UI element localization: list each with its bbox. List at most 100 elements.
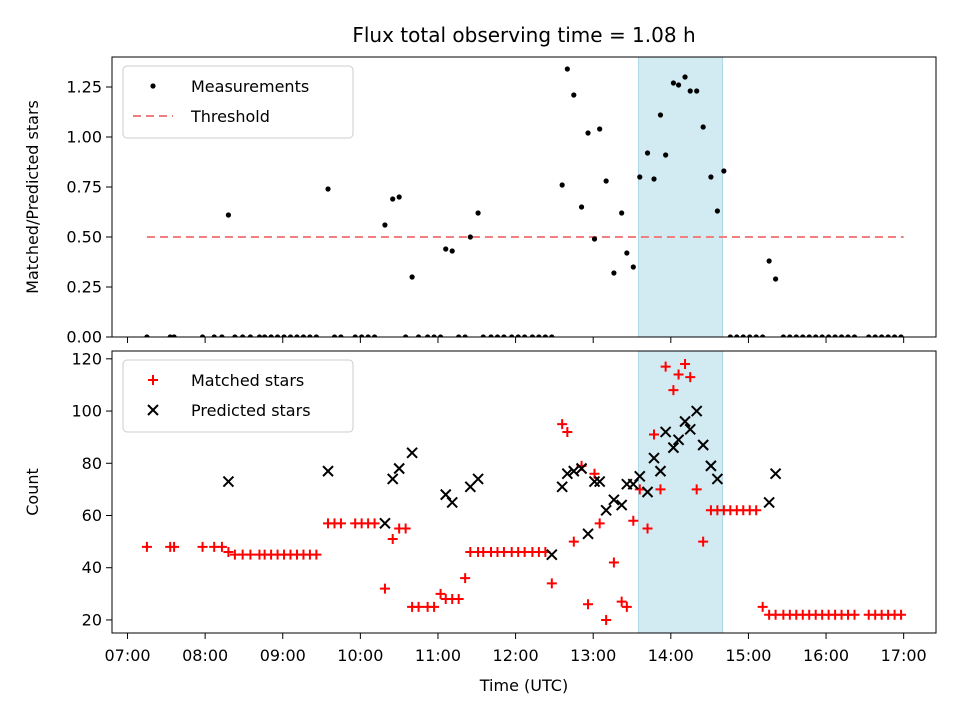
data-point: [763, 496, 775, 509]
data-point: [655, 484, 666, 495]
data-point: [787, 334, 793, 337]
data-point: [393, 462, 405, 475]
legend-marker: [150, 83, 156, 89]
data-point: [603, 178, 609, 184]
data-point: [365, 334, 371, 337]
y-axis-title: Count: [23, 468, 42, 516]
data-point: [642, 523, 653, 534]
series-x: [222, 405, 782, 561]
data-point: [711, 473, 724, 485]
legend-label: Predicted stars: [191, 401, 311, 420]
data-point: [462, 334, 468, 337]
x-tick-label: 12:00: [493, 646, 539, 665]
data-point: [685, 372, 696, 383]
y-tick-label: 40: [82, 558, 102, 577]
data-point: [387, 534, 398, 544]
y-tick-label: 1.25: [66, 78, 102, 97]
data-point: [734, 334, 740, 337]
x-tick-label: 13:00: [570, 646, 616, 665]
data-point: [672, 434, 685, 446]
data-point: [628, 515, 639, 526]
x-tick-label: 07:00: [104, 646, 150, 665]
data-point: [819, 334, 825, 337]
data-point: [287, 334, 294, 337]
data-point: [413, 601, 424, 612]
data-point: [845, 334, 851, 337]
data-point: [694, 88, 700, 94]
chart-title: Flux total observing time = 1.08 h: [352, 23, 695, 47]
legend-marker: [148, 375, 158, 385]
data-point: [501, 334, 507, 337]
data-point: [651, 176, 657, 182]
data-point: [682, 74, 688, 80]
data-point: [546, 548, 558, 561]
data-point: [649, 429, 660, 440]
data-point: [262, 334, 268, 337]
data-point: [245, 549, 256, 560]
legend-label: Matched stars: [191, 371, 304, 390]
data-point: [619, 210, 625, 216]
data-point: [274, 334, 281, 337]
data-point: [714, 208, 720, 214]
data-point: [429, 601, 440, 612]
data-point: [382, 222, 388, 228]
highlight-span: [637, 56, 724, 338]
data-point: [294, 334, 300, 337]
data-point: [311, 549, 322, 560]
data-point: [313, 334, 319, 337]
data-point: [660, 361, 671, 372]
data-point: [515, 334, 521, 337]
data-point: [601, 614, 612, 625]
y-tick-label: 80: [82, 454, 102, 473]
x-tick-label: 11:00: [415, 646, 461, 665]
data-point: [435, 588, 446, 599]
data-point: [806, 334, 812, 337]
data-point: [597, 126, 603, 132]
data-point: [657, 112, 664, 118]
data-point: [211, 334, 217, 337]
data-point: [892, 334, 898, 337]
x-tick-label: 17:00: [881, 646, 927, 665]
data-point: [167, 334, 173, 337]
data-point: [700, 124, 706, 130]
data-point: [727, 334, 733, 337]
data-point: [593, 475, 606, 488]
data-point: [616, 596, 627, 607]
data-point: [456, 334, 462, 337]
data-point: [747, 334, 753, 337]
data-point: [679, 415, 691, 428]
data-point: [559, 182, 565, 188]
legend-box: [122, 65, 354, 139]
data-point: [171, 334, 177, 337]
data-point: [668, 385, 679, 396]
data-point: [673, 369, 684, 380]
data-point: [721, 168, 727, 174]
data-point: [680, 359, 691, 370]
data-point: [575, 462, 588, 475]
series-plus: [141, 359, 907, 625]
data-point: [698, 536, 709, 547]
data-point: [849, 609, 860, 620]
legend-label: Measurements: [191, 77, 309, 96]
data-point: [390, 196, 396, 202]
data-point: [549, 334, 555, 337]
data-point: [648, 452, 660, 464]
data-point: [826, 334, 832, 337]
axes-frame: [111, 350, 937, 634]
data-point: [281, 334, 287, 337]
data-point: [546, 578, 557, 589]
data-point: [769, 468, 782, 480]
y-tick-label: 60: [82, 506, 102, 525]
data-point: [641, 486, 654, 498]
x-tick-label: 14:00: [648, 646, 694, 665]
data-point: [708, 174, 714, 180]
y-tick-label: 120: [71, 349, 102, 368]
data-point: [684, 423, 696, 436]
data-point: [832, 334, 838, 337]
data-point: [225, 212, 232, 218]
data-point: [169, 541, 180, 552]
data-point: [144, 334, 150, 337]
data-point: [571, 92, 577, 98]
data-point: [582, 528, 594, 540]
data-point: [232, 334, 238, 337]
